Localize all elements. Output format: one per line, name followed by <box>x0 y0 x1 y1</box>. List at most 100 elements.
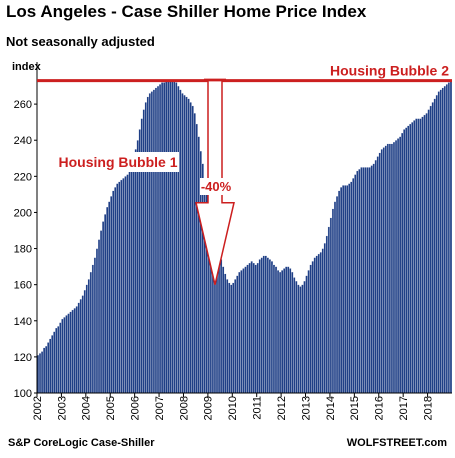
bar <box>341 185 345 394</box>
chart-title: Los Angeles - Case Shiller Home Price In… <box>6 2 367 21</box>
bar <box>335 196 339 394</box>
bar-series <box>36 80 453 394</box>
bar <box>118 181 121 394</box>
bar <box>144 102 148 394</box>
bar <box>299 286 302 394</box>
bar <box>435 94 438 394</box>
bar <box>195 123 198 394</box>
bar <box>394 140 398 394</box>
bar <box>185 96 188 394</box>
bar <box>110 196 113 394</box>
x-tick-label: 2002 <box>32 396 44 420</box>
axes: index 100 120 140 160 180 200 220 240 260 2002 2003… <box>12 61 452 420</box>
x-tick-label: 2014 <box>325 396 337 420</box>
bar <box>354 174 357 394</box>
bar <box>352 177 355 394</box>
bar <box>372 163 375 394</box>
bar <box>244 266 247 394</box>
bar <box>169 80 172 394</box>
x-tick-label: 2008 <box>178 396 190 420</box>
bar <box>40 351 44 394</box>
bar <box>289 268 292 394</box>
bar <box>272 264 276 394</box>
bar <box>55 327 58 394</box>
bar <box>162 82 166 394</box>
drop-percent-label: -40% <box>201 179 232 194</box>
bar <box>179 89 182 394</box>
bar <box>99 230 103 394</box>
bar <box>374 159 377 394</box>
reference-line-label: Housing Bubble 2 <box>330 63 449 79</box>
bar <box>95 248 99 394</box>
bar <box>439 89 442 394</box>
bar <box>224 273 227 394</box>
bar <box>81 295 84 394</box>
bar <box>156 85 160 394</box>
bar <box>73 307 76 394</box>
bar <box>69 311 72 394</box>
drop-arrow-annotation: -40% <box>195 78 235 285</box>
bar <box>285 266 288 394</box>
bar <box>268 259 272 394</box>
bar <box>160 82 164 394</box>
bar <box>201 163 204 394</box>
bar <box>419 118 422 394</box>
bar <box>230 284 233 394</box>
bar <box>437 91 440 394</box>
y-tick-label: 180 <box>14 244 32 256</box>
bar <box>390 143 394 394</box>
bar <box>415 118 418 394</box>
bar <box>398 136 402 394</box>
bar <box>238 271 241 394</box>
bar <box>327 226 331 394</box>
bar <box>356 170 359 394</box>
bar <box>67 313 70 394</box>
bar <box>61 318 64 394</box>
bar <box>433 98 436 394</box>
bar <box>425 112 428 394</box>
x-tick-label: 2005 <box>105 396 117 420</box>
bar <box>295 280 298 394</box>
bar <box>226 279 229 394</box>
reference-line-group: Housing Bubble 2 <box>37 63 452 83</box>
bar <box>378 152 381 394</box>
bar <box>270 261 274 394</box>
bar <box>124 176 127 394</box>
bar <box>221 266 225 394</box>
drop-label-bg <box>200 178 232 195</box>
bar <box>405 127 408 394</box>
bubble1-label-bg <box>57 152 179 172</box>
bar <box>146 96 150 394</box>
bar <box>264 255 268 394</box>
bar <box>75 306 78 394</box>
bar <box>187 98 190 394</box>
bar <box>228 282 231 394</box>
bar <box>193 112 196 394</box>
bar <box>409 123 412 394</box>
bar <box>175 82 178 394</box>
bar <box>154 87 158 394</box>
x-tick-label: 2006 <box>129 396 141 420</box>
bar <box>148 93 152 394</box>
bar <box>44 345 48 394</box>
bar <box>350 181 353 394</box>
bar <box>403 129 406 394</box>
x-tick-label: 2004 <box>81 396 93 420</box>
bar <box>291 271 294 394</box>
bar <box>87 279 91 394</box>
bar <box>358 168 361 394</box>
bar <box>431 102 434 394</box>
bar <box>71 309 74 394</box>
bar <box>197 136 200 394</box>
bar <box>91 264 95 394</box>
bar <box>236 275 239 394</box>
bar <box>93 257 97 394</box>
bar <box>89 271 93 394</box>
bar <box>38 353 42 394</box>
bar <box>362 167 365 394</box>
x-tick-label: 2011 <box>252 396 264 420</box>
bar <box>248 262 251 394</box>
bar <box>276 270 280 394</box>
bar <box>47 342 50 394</box>
y-tick-label: 120 <box>14 352 32 364</box>
